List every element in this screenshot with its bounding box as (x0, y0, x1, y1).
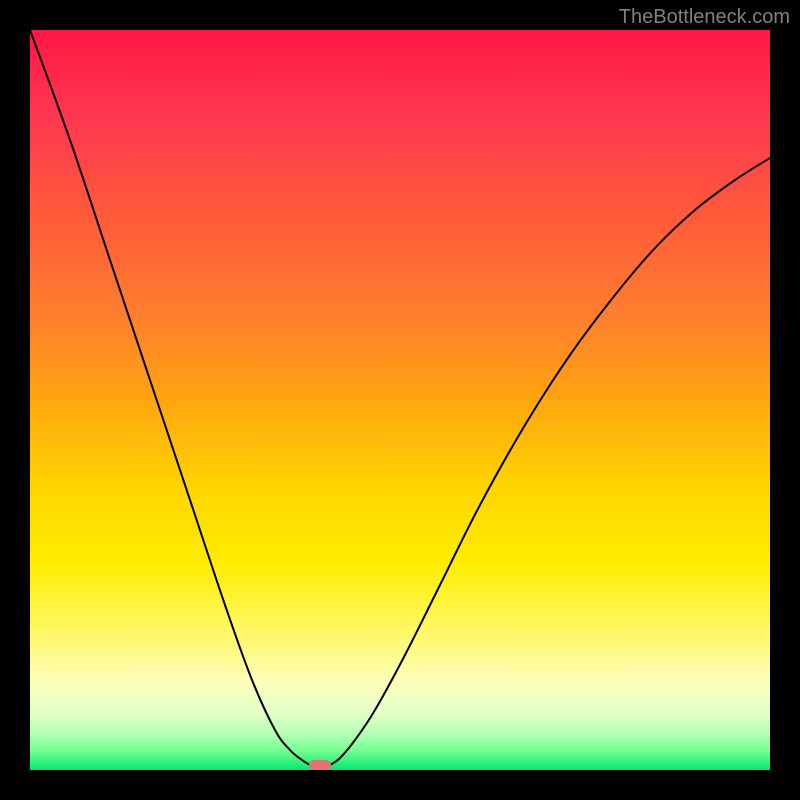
chart-area (30, 30, 770, 770)
chart-frame: TheBottleneck.com (0, 0, 800, 800)
watermark-text: TheBottleneck.com (619, 6, 790, 29)
optimal-point-marker (309, 760, 331, 770)
bottleneck-curve (30, 30, 770, 770)
